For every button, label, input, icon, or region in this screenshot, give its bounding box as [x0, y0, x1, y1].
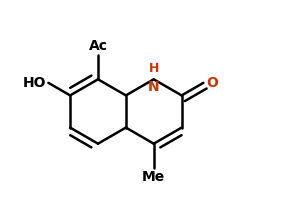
Text: Me: Me [142, 169, 165, 184]
Text: Ac: Ac [89, 39, 108, 54]
Text: H: H [149, 62, 159, 75]
Text: O: O [206, 76, 218, 90]
Text: N: N [148, 81, 160, 94]
Text: HO: HO [23, 76, 47, 90]
